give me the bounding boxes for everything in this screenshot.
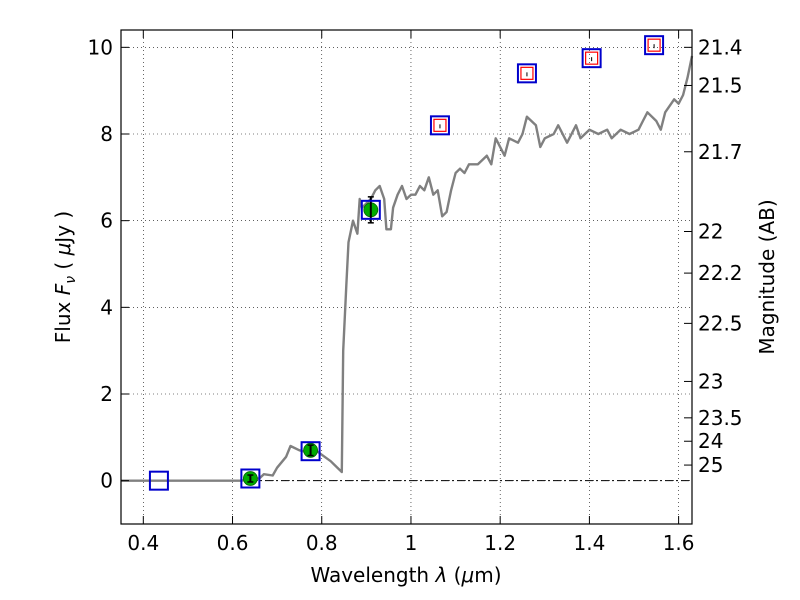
x-axis-label: Wavelength λ (μm) [310,563,501,587]
upper-limit-marker [647,38,661,52]
mag-tick-label: 25 [698,453,723,477]
mag-tick-label: 23.5 [698,406,743,430]
x-tick-label: 1.4 [573,531,605,555]
model-photometry-marker [360,199,381,220]
right-axis-label: Magnitude (AB) [755,199,779,354]
model-photometry-marker [516,63,537,84]
mag-tick-label: 21.7 [698,140,743,164]
mag-tick-label: 22.5 [698,311,743,335]
x-tick-label: 1 [405,531,418,555]
y-tick-label: 2 [100,382,113,406]
x-tick-label: 0.4 [127,531,159,555]
mag-tick-label: 22 [698,220,723,244]
x-tick-label: 0.6 [217,531,249,555]
data-layer [121,35,694,491]
upper-limit-marker [585,51,599,65]
model-photometry-marker [300,441,321,462]
y-tick-label: 8 [100,122,113,146]
y-axis-label: Flux Fν ( μJy ) [51,211,79,343]
mag-tick-label: 24 [698,429,723,453]
y-tick-label: 0 [100,469,113,493]
y-tick-label: 10 [88,35,113,59]
plot-background [121,30,692,524]
x-tick-label: 0.8 [306,531,338,555]
model-photometry-marker [644,35,665,56]
model-sed-line [121,55,694,482]
y-tick-label: 4 [100,295,113,319]
upper-limit-marker [433,118,447,132]
mag-tick-label: 21.5 [698,73,743,97]
model-photometry-marker [581,48,602,69]
x-tick-label: 1.6 [663,531,695,555]
y-tick-label: 6 [100,209,113,233]
mag-tick-label: 23 [698,369,723,393]
plot-frame [120,29,693,525]
x-tick-label: 1.2 [484,531,516,555]
model-photometry-marker [148,470,169,491]
mag-tick-label: 21.4 [698,35,743,59]
mag-tick-label: 22.2 [698,261,743,285]
model-photometry-marker [429,115,450,136]
model-photometry-marker [240,468,261,489]
upper-limit-marker [520,66,534,80]
